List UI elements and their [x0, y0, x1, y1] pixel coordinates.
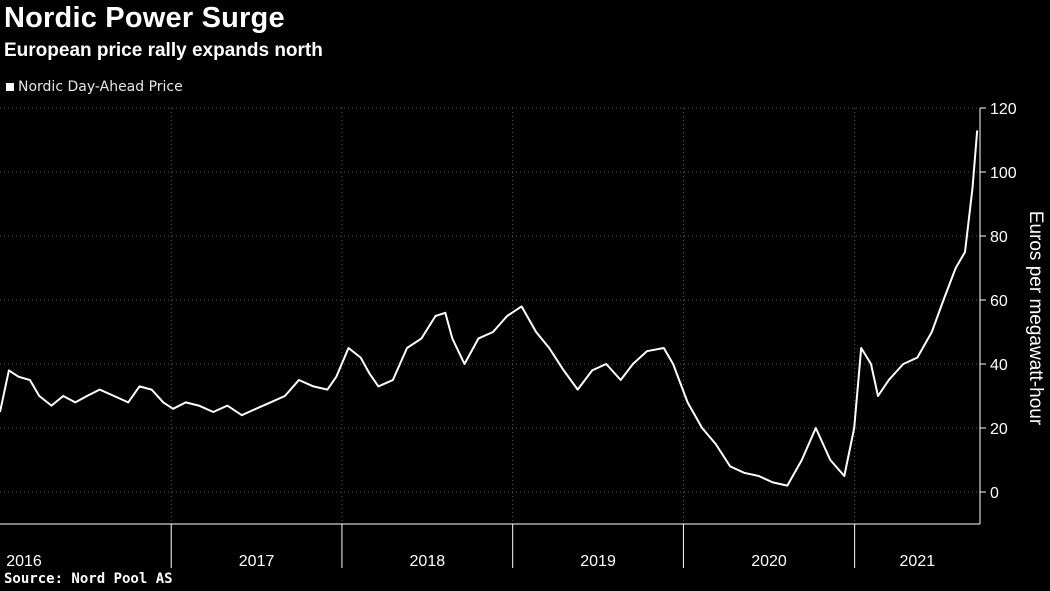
legend-swatch [6, 83, 14, 91]
legend: Nordic Day-Ahead Price [6, 79, 183, 95]
x-tick-label: 2017 [239, 553, 275, 570]
source-note: Source: Nord Pool AS [4, 571, 173, 587]
y-tick-label: 0 [990, 485, 999, 502]
legend-label: Nordic Day-Ahead Price [18, 79, 183, 95]
series-line [0, 130, 979, 487]
y-axis-label: Euros per megawatt-hour [1025, 211, 1046, 426]
y-tick-label: 80 [990, 229, 1008, 246]
y-tick-label: 120 [990, 101, 1017, 118]
x-tick-label: 2021 [900, 553, 936, 570]
x-tick-label: 2020 [751, 553, 787, 570]
y-tick-label: 20 [990, 421, 1008, 438]
x-tick-label: 2016 [6, 553, 42, 570]
chart-subtitle: European price rally expands north [4, 40, 323, 61]
y-tick-label: 60 [990, 293, 1008, 310]
x-tick-label: 2018 [410, 553, 446, 570]
chart-title: Nordic Power Surge [4, 2, 285, 34]
x-tick-label: 2019 [580, 553, 616, 570]
y-tick-label: 40 [990, 357, 1008, 374]
y-tick-label: 100 [990, 165, 1017, 182]
